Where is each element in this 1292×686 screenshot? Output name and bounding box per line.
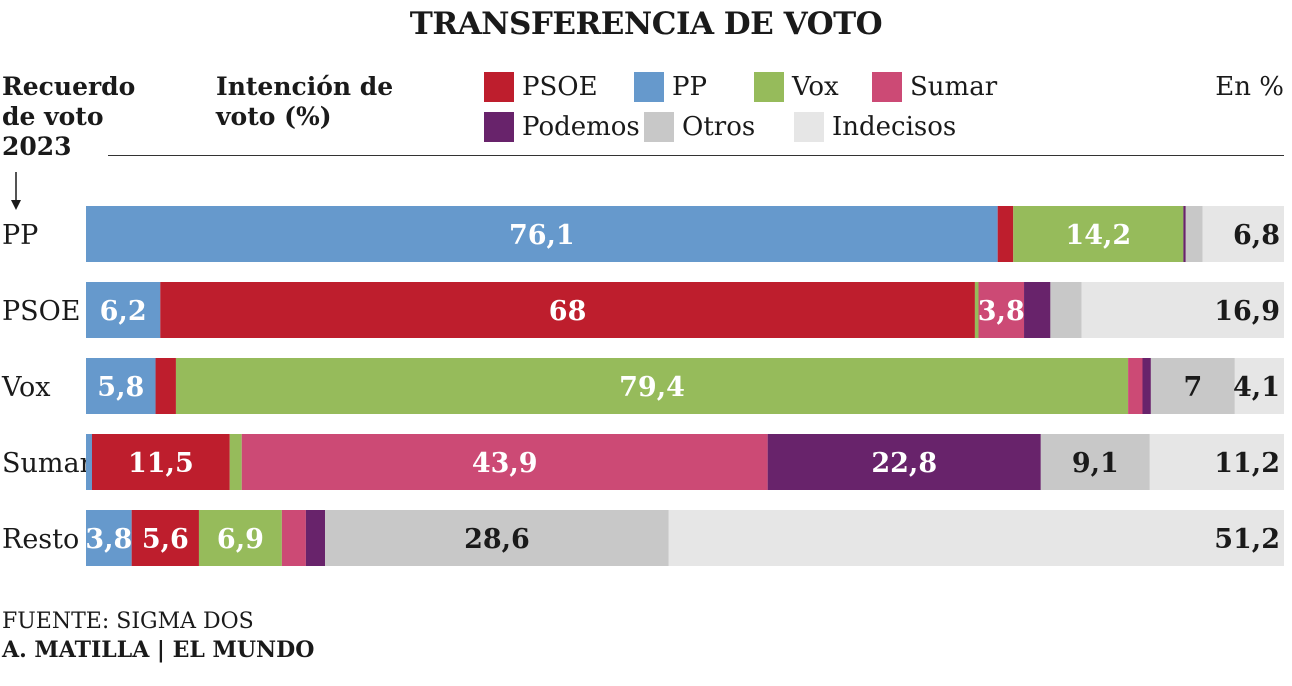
- bar-segment: [1149, 434, 1284, 490]
- data-label: 6,9: [217, 524, 264, 555]
- bar-segment: [91, 434, 230, 490]
- category-label: PSOE: [2, 296, 81, 327]
- legend-label-podemos: Podemos: [522, 112, 640, 142]
- bar-segment: [281, 510, 306, 566]
- category-label: Vox: [1, 372, 51, 403]
- bar-segment: [997, 206, 1014, 262]
- bar-segment: [131, 510, 199, 566]
- data-label: 11,5: [128, 448, 194, 479]
- data-label: 79,4: [619, 372, 685, 403]
- bar-segment: [1202, 206, 1284, 262]
- category-label: PP: [2, 220, 38, 251]
- legend-item-psoe: PSOE: [484, 72, 634, 102]
- bar-segment: [175, 358, 1129, 414]
- bar-segment: [1081, 282, 1284, 338]
- bar-segment: [86, 206, 998, 262]
- bar-segment: [668, 510, 1284, 566]
- legend: PSOE PP Vox Sumar Podemos Otros Indeciso…: [484, 72, 1044, 142]
- legend-swatch-vox: [754, 72, 784, 102]
- bar-segment: [1234, 358, 1284, 414]
- bar-segment: [1013, 206, 1184, 262]
- bar-segment: [229, 434, 242, 490]
- data-label: 3,8: [85, 524, 132, 555]
- data-label: 5,6: [142, 524, 189, 555]
- bar-segment: [241, 434, 768, 490]
- data-label: 28,6: [464, 524, 530, 555]
- legend-swatch-psoe: [484, 72, 514, 102]
- legend-label-otros: Otros: [682, 112, 756, 142]
- bar-segment: [86, 282, 161, 338]
- category-label: Resto: [2, 524, 79, 555]
- bar-segment: [86, 434, 92, 490]
- bar-segment: [1128, 358, 1143, 414]
- unit-label: En %: [1215, 72, 1284, 102]
- data-label: 14,2: [1065, 220, 1131, 251]
- data-label: 51,2: [1214, 524, 1280, 555]
- bar-segment: [1050, 282, 1082, 338]
- bar-segment: [1040, 434, 1150, 490]
- legend-label-pp: PP: [672, 72, 707, 102]
- bar-segment: [1150, 358, 1235, 414]
- legend-item-pp: PP: [634, 72, 754, 102]
- legend-swatch-indecisos: [794, 112, 824, 142]
- legend-item-vox: Vox: [754, 72, 872, 102]
- credit-note: A. MATILLA | EL MUNDO: [2, 637, 315, 663]
- legend-swatch-sumar: [872, 72, 902, 102]
- data-label: 11,2: [1214, 448, 1280, 479]
- category-label: Sumar: [2, 448, 93, 479]
- source-note: FUENTE: SIGMA DOS: [2, 609, 254, 634]
- header-divider: [108, 155, 1284, 156]
- bar-segment: [160, 282, 975, 338]
- data-label: 7: [1183, 372, 1202, 403]
- data-label: 22,8: [871, 448, 937, 479]
- data-label: 6,8: [1233, 220, 1280, 251]
- legend-label-indecisos: Indecisos: [832, 112, 957, 142]
- down-arrow-icon: [11, 172, 21, 210]
- data-label: 4,1: [1233, 372, 1280, 403]
- data-label: 9,1: [1072, 448, 1119, 479]
- legend-swatch-podemos: [484, 112, 514, 142]
- intencion-voto-label: Intención de voto (%): [216, 72, 394, 131]
- legend-swatch-otros: [644, 112, 674, 142]
- data-label: 5,8: [97, 372, 144, 403]
- data-label: 3,8: [978, 296, 1025, 327]
- bar-segment: [198, 510, 282, 566]
- data-label: 16,9: [1214, 296, 1280, 327]
- bar-segment: [155, 358, 176, 414]
- bar-segment: [1185, 206, 1203, 262]
- bar-segment: [1142, 358, 1151, 414]
- bar-segment: [1024, 282, 1051, 338]
- data-label: 43,9: [472, 448, 538, 479]
- bar-segment: [1183, 206, 1186, 262]
- data-label: 68: [549, 296, 587, 327]
- legend-item-podemos: Podemos: [484, 112, 644, 142]
- bar-segment: [86, 358, 156, 414]
- legend-label-sumar: Sumar: [910, 72, 998, 102]
- bar-segment: [86, 510, 132, 566]
- recuerdo-voto-label: Recuerdo de voto 2023: [2, 72, 136, 161]
- stacked-bar-chart: PP 76,1 14,2 6,8 PSOE 6,2 68 3,8 16,9 Vox 5,8 79,4 7…: [1, 206, 1284, 566]
- bar-segment: [767, 434, 1041, 490]
- legend-item-sumar: Sumar: [872, 72, 1022, 102]
- legend-item-otros: Otros: [644, 112, 794, 142]
- data-label: 6,2: [100, 296, 147, 327]
- bar-segment: [305, 510, 326, 566]
- legend-label-psoe: PSOE: [522, 72, 598, 102]
- legend-swatch-pp: [634, 72, 664, 102]
- bar-segment: [325, 510, 669, 566]
- bar-segment: [978, 282, 1025, 338]
- data-label: 76,1: [509, 220, 575, 251]
- chart-title: TRANSFERENCIA DE VOTO: [409, 6, 883, 42]
- bar-segment: [974, 282, 979, 338]
- legend-label-vox: Vox: [792, 72, 839, 102]
- legend-item-indecisos: Indecisos: [794, 112, 964, 142]
